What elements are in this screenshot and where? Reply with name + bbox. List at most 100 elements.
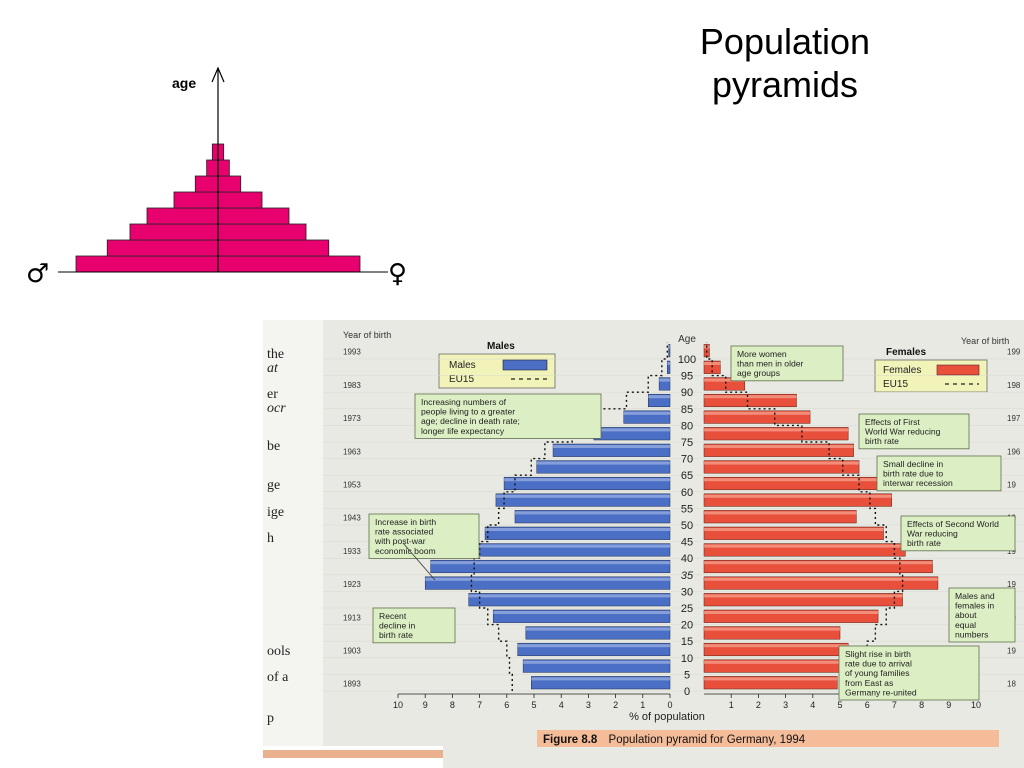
x-tick-label: 10 xyxy=(393,700,403,710)
annotation-text: Effects of Second World xyxy=(907,519,999,529)
male-bar-highlight xyxy=(667,362,670,365)
annotation-box-slight-rise xyxy=(838,645,980,701)
margin-word: of a xyxy=(267,670,289,685)
age-tick-label: 85 xyxy=(681,404,693,416)
age-tick-label: 45 xyxy=(681,537,693,549)
annotation-text: War reducing xyxy=(907,529,958,539)
age-tick-label: 95 xyxy=(681,371,693,383)
birth-year-label: 1983 xyxy=(343,381,361,390)
female-bar-highlight xyxy=(704,660,843,664)
margin-word: the xyxy=(267,347,284,362)
birth-year-label: 1923 xyxy=(343,580,361,589)
birth-year-label: 1993 xyxy=(343,348,361,357)
slide-title-line-1: Population xyxy=(699,21,871,62)
x-tick-label: 2 xyxy=(613,700,618,710)
female-bar-highlight xyxy=(704,611,879,614)
legend-males-swatch xyxy=(502,359,548,371)
annotation-text: age groups xyxy=(737,368,780,378)
annotation-text: longer life expectancy xyxy=(421,426,505,436)
females-legend: Females EU15 xyxy=(874,359,988,393)
annotation-text: equal xyxy=(955,620,976,630)
birth-year-label-right: 197 xyxy=(1007,414,1021,423)
female-bar-highlight xyxy=(704,577,938,581)
annotation-text: females in xyxy=(955,601,994,611)
figure-caption-bar xyxy=(537,730,999,747)
age-tick-label: 50 xyxy=(681,520,693,532)
male-bar-highlight xyxy=(553,445,670,448)
age-tick-label: 10 xyxy=(681,653,693,665)
male-bar-highlight xyxy=(648,395,670,399)
schematic-bars xyxy=(75,143,361,273)
male-bar-highlight xyxy=(668,345,670,349)
birth-year-label: 1973 xyxy=(343,414,361,423)
margin-word: er xyxy=(267,387,278,402)
annotation-text: birth rate xyxy=(865,436,899,446)
male-bar xyxy=(667,360,671,374)
annotation-box-baby-boom xyxy=(368,513,480,559)
male-bar xyxy=(668,344,671,358)
male-bar-highlight xyxy=(514,511,670,515)
x-tick-label: 3 xyxy=(783,700,788,710)
x-axis-label: % of population xyxy=(629,711,705,723)
x-tick-label: 6 xyxy=(865,700,870,710)
female-bar-highlight xyxy=(704,362,721,365)
age-tick-label: 80 xyxy=(681,420,693,432)
figure-caption-text: Population pyramid for Germany, 1994 xyxy=(609,734,806,746)
annotation-text: decline in xyxy=(379,621,416,631)
annotation-text: economic boom xyxy=(375,546,436,556)
x-tick-label: 8 xyxy=(450,700,455,710)
female-bar-highlight xyxy=(704,494,892,498)
slide-title: Population pyramids xyxy=(640,20,930,106)
schematic-axis-arrow-icon xyxy=(211,66,225,83)
female-bar-highlight xyxy=(704,528,884,531)
male-bar-highlight xyxy=(430,561,670,565)
x-tick-label: 7 xyxy=(477,700,482,710)
male-bar-highlight xyxy=(495,494,670,498)
annotation-text: Effects of First xyxy=(865,417,920,427)
male-bar-highlight xyxy=(485,528,670,531)
age-tick-label: 30 xyxy=(681,586,693,598)
male-bar-highlight xyxy=(493,611,670,614)
x-tick-label: 6 xyxy=(504,700,509,710)
males-heading: Males xyxy=(487,341,515,352)
germany-pyramid-figure: the at er ocr be ge ige h ools of a p Year of birt… xyxy=(263,298,1024,768)
x-tick-label: 4 xyxy=(810,700,815,710)
birth-year-label: 1963 xyxy=(343,447,361,456)
male-bar-highlight xyxy=(466,544,670,548)
annotation-box-life-expectancy xyxy=(414,393,602,439)
birth-year-label: 1933 xyxy=(343,547,361,556)
margin-word: ools xyxy=(267,644,290,659)
birth-year-label-right: 19 xyxy=(1007,647,1016,656)
schematic-age-label: age xyxy=(172,75,196,91)
annotation-box-equal-numbers xyxy=(948,587,1016,643)
margin-word: h xyxy=(267,531,274,546)
slide-title-line-2: pyramids xyxy=(711,64,859,105)
schematic-pyramid: age ♂ ♀ xyxy=(26,66,407,289)
header-year-of-birth-right: Year of birth xyxy=(961,336,1009,346)
female-bar-highlight xyxy=(704,644,849,648)
x-tick-label: 8 xyxy=(919,700,924,710)
female-bar-highlight xyxy=(704,445,854,448)
age-tick-label: 55 xyxy=(681,503,693,515)
female-symbol-icon: ♀ xyxy=(388,259,407,289)
age-tick-label: 65 xyxy=(681,470,693,482)
annotation-text: from East as xyxy=(845,678,893,688)
eu15-male-outline xyxy=(470,342,668,691)
annotation-text: numbers xyxy=(955,629,988,639)
legend-females-eu15-label: EU15 xyxy=(883,379,908,390)
birth-year-label: 1953 xyxy=(343,481,361,490)
x-tick-label: 1 xyxy=(729,700,734,710)
margin-word: at xyxy=(267,361,279,376)
annotation-text: Males and xyxy=(955,591,995,601)
birth-year-label: 1943 xyxy=(343,514,361,523)
x-tick-label: 5 xyxy=(531,700,536,710)
margin-word: p xyxy=(267,711,274,726)
margin-word: ige xyxy=(267,505,284,520)
annotation-box-first-world-war xyxy=(858,413,970,450)
annotation-box-more-women xyxy=(730,345,844,382)
margin-word: ge xyxy=(267,478,280,493)
eu15-female-outline xyxy=(706,342,904,691)
annotation-text: of young families xyxy=(845,668,910,678)
annotation-box-recent-decline xyxy=(372,607,456,644)
